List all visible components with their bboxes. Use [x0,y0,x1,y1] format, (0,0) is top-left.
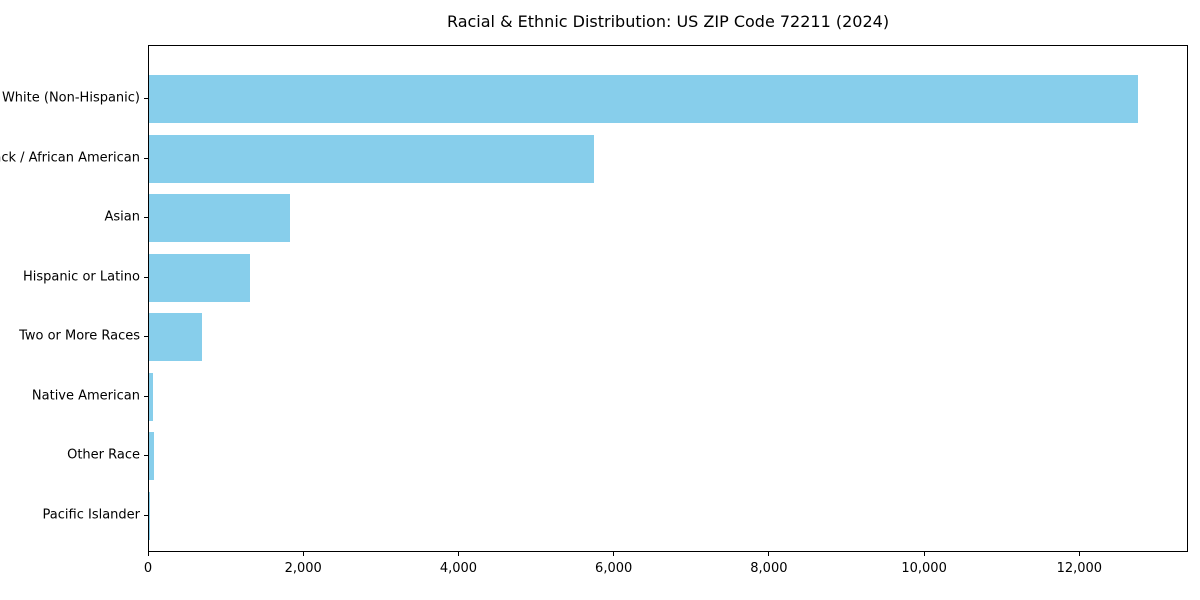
x-tick-label-0: 0 [143,561,153,576]
x-tick-mark [613,552,615,556]
chart-title: Racial & Ethnic Distribution: US ZIP Cod… [446,12,890,31]
plot-area [148,45,1188,552]
bar-two-or-more-races [149,313,202,362]
y-tick-mark [144,157,148,159]
y-tick-mark [144,514,148,516]
bar-hispanic-or-latino [149,253,250,302]
x-tick-mark [457,552,459,556]
y-tick-mark [144,276,148,278]
x-tick-mark [923,552,925,556]
y-tick-label-white-non-hispanic: White (Non-Hispanic) [1,90,140,106]
x-tick-label-10000: 10,000 [901,561,947,576]
y-tick-mark [144,217,148,219]
bar-black-african-american [149,134,594,183]
x-tick-label-4000: 4,000 [439,561,478,576]
y-tick-label-black-african-american: Black / African American [0,150,140,166]
x-tick-mark [147,552,149,556]
y-tick-label-two-or-more-races: Two or More Races [19,328,140,344]
x-tick-label-6000: 6,000 [595,561,633,576]
y-tick-mark [144,395,148,397]
bar-native-american [149,372,153,421]
x-tick-label-8000: 8,000 [750,561,788,576]
y-tick-mark [144,455,148,457]
y-tick-label-native-american: Native American [31,388,140,404]
y-tick-label-pacific-islander: Pacific Islander [42,507,140,523]
x-tick-mark [1078,552,1080,556]
x-tick-mark [302,552,304,556]
bar-asian [149,194,291,243]
y-tick-label-hispanic-or-latino: Hispanic or Latino [22,269,140,285]
y-tick-label-other-race: Other Race [67,447,140,463]
y-tick-mark [144,336,148,338]
x-tick-label-2000: 2,000 [284,561,322,576]
bar-pacific-islander [149,491,150,540]
bar-white-non-hispanic [149,75,1138,123]
x-tick-label-12000: 12,000 [1056,561,1103,576]
y-tick-label-asian: Asian [104,209,140,225]
x-tick-mark [768,552,770,556]
bar-other-race [149,432,154,481]
y-tick-mark [144,98,148,99]
